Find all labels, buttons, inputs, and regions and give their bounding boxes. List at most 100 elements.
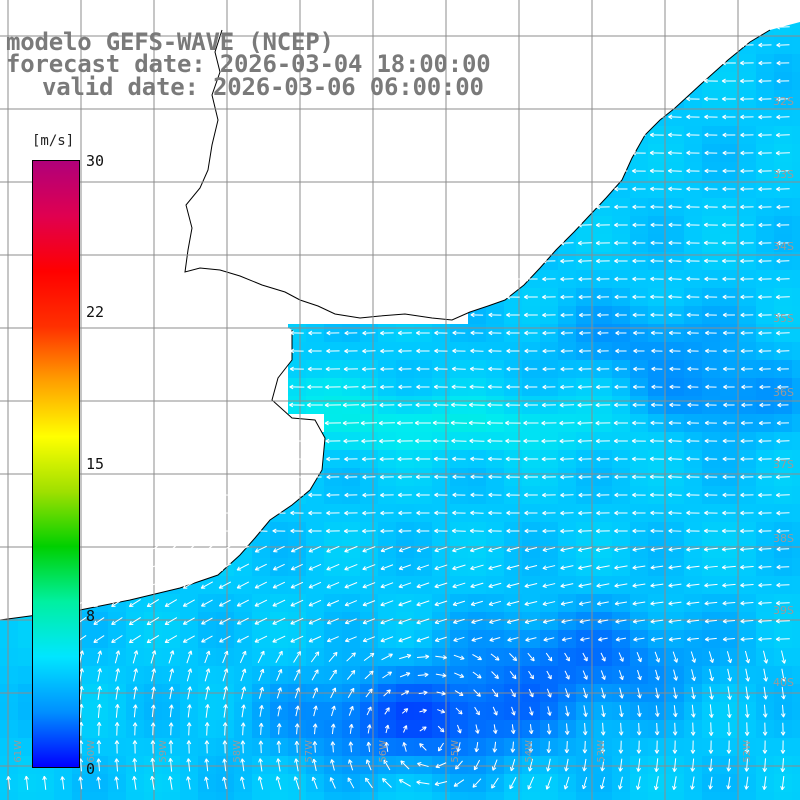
wind-arrow — [399, 672, 411, 678]
wind-arrow — [763, 776, 767, 790]
wind-arrow — [691, 669, 695, 681]
wind-arrow — [129, 563, 141, 571]
wind-arrow — [600, 670, 606, 680]
wind-arrow — [691, 776, 695, 790]
wind-arrow — [277, 758, 281, 772]
wind-arrow — [129, 635, 141, 643]
wind-arrow — [312, 776, 318, 790]
wind-arrow — [506, 600, 520, 606]
wind-arrow — [619, 758, 623, 772]
wind-arrow — [223, 686, 227, 700]
wind-arrow — [93, 599, 105, 607]
wind-arrow — [165, 545, 177, 553]
wind-arrow — [434, 780, 448, 786]
wind-arrow — [294, 776, 300, 790]
wind-arrow — [454, 672, 464, 678]
wind-arrow — [525, 637, 537, 641]
wind-arrow — [511, 724, 515, 734]
wind-arrow — [401, 708, 409, 714]
wind-arrow — [97, 668, 101, 682]
wind-arrow — [600, 652, 606, 662]
wind-arrow — [363, 652, 375, 662]
wind-arrow — [398, 654, 412, 660]
wind-arrow — [329, 669, 337, 681]
lon-label: 60W — [86, 740, 97, 763]
wind-arrow — [345, 618, 357, 624]
wind-arrow — [347, 688, 355, 698]
wind-arrow — [491, 671, 499, 679]
wind-arrow — [222, 668, 228, 682]
wind-arrow — [454, 690, 464, 696]
wind-arrow — [668, 601, 682, 605]
wind-arrow — [272, 581, 286, 589]
wind-arrow — [488, 600, 502, 606]
wind-arrow — [276, 669, 282, 681]
wind-arrow — [686, 601, 700, 605]
wind-arrow — [722, 583, 736, 587]
wind-arrow — [272, 635, 286, 643]
wind-arrow — [740, 602, 754, 604]
wind-arrow — [547, 706, 551, 716]
wind-arrow — [98, 758, 100, 772]
wind-arrow — [511, 706, 515, 716]
wind-arrow — [528, 688, 534, 698]
wind-arrow — [97, 776, 101, 790]
lon-label: 59W — [158, 740, 169, 763]
wind-arrow — [509, 776, 517, 790]
wind-arrow — [542, 565, 556, 569]
wind-arrow — [380, 546, 394, 552]
wind-arrow — [542, 547, 556, 551]
wind-arrow — [398, 582, 412, 588]
wind-arrow — [455, 707, 463, 715]
wind-arrow — [673, 776, 677, 790]
wind-arrow — [722, 619, 736, 623]
wind-arrow — [183, 581, 195, 589]
wind-arrow — [165, 563, 177, 571]
valid-date: valid date: 2026-03-06 06:00:00 — [42, 73, 484, 101]
wind-arrow — [111, 635, 123, 643]
wind-arrow — [111, 617, 123, 625]
wind-arrow — [115, 686, 119, 700]
wind-arrow — [362, 582, 376, 588]
wind-arrow — [416, 582, 430, 588]
wind-arrow — [311, 669, 319, 681]
wind-arrow — [258, 687, 264, 699]
wind-arrow — [115, 776, 119, 790]
wind-arrow — [638, 722, 640, 736]
wind-arrow — [655, 758, 659, 772]
lat-label: 37S — [773, 458, 794, 471]
wind-arrow — [147, 545, 159, 553]
wind-arrow — [79, 650, 83, 664]
wind-arrow — [584, 722, 586, 736]
wind-arrow — [492, 706, 498, 716]
wind-arrow — [434, 546, 448, 552]
wind-arrow — [758, 620, 772, 622]
wind-arrow — [781, 686, 785, 700]
wind-arrow — [708, 651, 714, 663]
wind-arrow — [529, 724, 533, 734]
wind-arrow — [776, 548, 790, 550]
wind-arrow — [218, 545, 232, 553]
wind-arrow — [650, 565, 664, 569]
wind-arrow — [506, 546, 520, 552]
wind-arrow — [745, 776, 749, 790]
wind-arrow — [507, 637, 519, 641]
wind-arrow — [223, 704, 227, 718]
model-title: modelo GEFS-WAVE (NCEP) — [6, 28, 334, 56]
wind-arrow — [633, 619, 645, 623]
wind-arrow — [169, 758, 173, 772]
wind-arrow — [326, 600, 340, 606]
wind-arrow — [524, 565, 538, 569]
wind-arrow — [223, 776, 227, 790]
wind-arrow — [169, 704, 173, 718]
wind-arrow — [456, 724, 462, 734]
wind-arrow — [308, 545, 322, 553]
wind-arrow — [201, 617, 213, 625]
wind-arrow — [764, 758, 766, 772]
wind-arrow — [781, 704, 785, 718]
wind-arrow — [327, 618, 339, 624]
wind-arrow — [546, 776, 552, 790]
wind-arrow — [560, 565, 574, 569]
wind-arrow — [362, 636, 376, 642]
wind-arrow — [146, 599, 160, 607]
